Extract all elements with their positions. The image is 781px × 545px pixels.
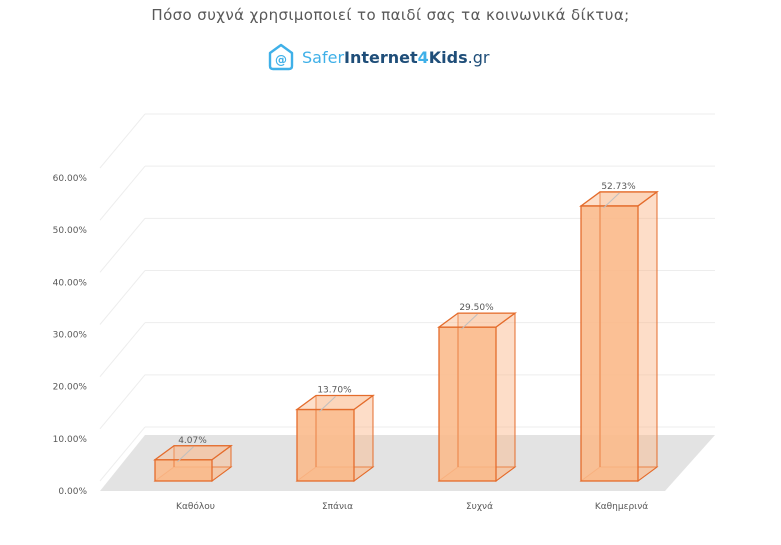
y-tick-label: 0.00%: [58, 487, 87, 497]
data-label: 13.70%: [317, 386, 352, 396]
data-label-leader: [319, 396, 336, 412]
y-tick-label: 40.00%: [53, 278, 88, 288]
svg-text:@: @: [275, 53, 287, 67]
bar-front-face: [154, 459, 213, 482]
bar: 52.73%: [579, 182, 659, 482]
y-tick-label: 50.00%: [53, 226, 88, 236]
gridline-depth: [99, 113, 146, 169]
gridline-depth: [99, 165, 146, 221]
y-tick-label: 60.00%: [53, 174, 88, 184]
chat-bubble-at-icon: @: [268, 43, 294, 71]
data-label-leader: [177, 446, 194, 463]
bar: 13.70%: [295, 386, 375, 482]
data-label: 4.07%: [178, 436, 207, 446]
data-label-leader: [603, 192, 620, 209]
y-tick-label: 10.00%: [53, 435, 88, 445]
chart-title: Πόσο συχνά χρησιμοποιεί το παιδί σας τα …: [151, 6, 630, 24]
bar: 29.50%: [437, 303, 517, 482]
bar-side-face: [637, 190, 658, 482]
x-tick-label: Σπάνια: [322, 502, 353, 512]
gridline-depth: [99, 374, 146, 430]
x-tick-label: Καθημερινά: [595, 502, 648, 512]
logo-part-gr: .gr: [467, 47, 490, 67]
bar-front-face: [296, 408, 355, 482]
bar-front-face: [438, 326, 497, 482]
y-tick-label: 30.00%: [53, 331, 88, 341]
logo-part-internet: Internet: [344, 47, 418, 67]
chart-floor: [100, 435, 715, 491]
gridline-depth: [99, 218, 146, 273]
logo-part-4: 4: [417, 47, 429, 67]
data-label: 52.73%: [601, 182, 636, 192]
bar: 4.07%: [153, 436, 233, 482]
data-label: 29.50%: [459, 303, 494, 313]
bar-top-face: [295, 394, 375, 411]
gridline-depth: [99, 322, 146, 377]
y-tick-label: 20.00%: [53, 383, 88, 393]
x-tick-label: Καθόλου: [176, 501, 215, 512]
bar-side-face: [353, 394, 374, 482]
logo-text: SaferInternet4Kids.gr: [302, 48, 489, 67]
logo-part-kids: Kids: [428, 47, 468, 67]
bars: 4.07% 13.70% 29.50% 52.73%: [153, 182, 659, 482]
x-axis-labels: Καθόλου Σπάνια Συχνά Καθημερινά: [176, 501, 648, 512]
bar-top-face: [153, 445, 233, 461]
x-tick-label: Συχνά: [466, 502, 493, 512]
bar-top-face: [437, 312, 517, 328]
gridline-depth: [99, 270, 146, 325]
bar-side-face: [495, 312, 516, 482]
y-axis-ticks: 0.00% 10.00% 20.00% 30.00% 40.00% 50.00% 60.00…: [53, 174, 88, 497]
saferinternet4kids-logo: @ SaferInternet4Kids.gr: [266, 42, 489, 72]
data-label-leader: [461, 313, 478, 330]
bar-front-face: [580, 205, 639, 482]
bar-top-face: [579, 191, 659, 207]
logo-part-safer: Safer: [302, 47, 345, 67]
gridline-depth: [99, 426, 146, 482]
